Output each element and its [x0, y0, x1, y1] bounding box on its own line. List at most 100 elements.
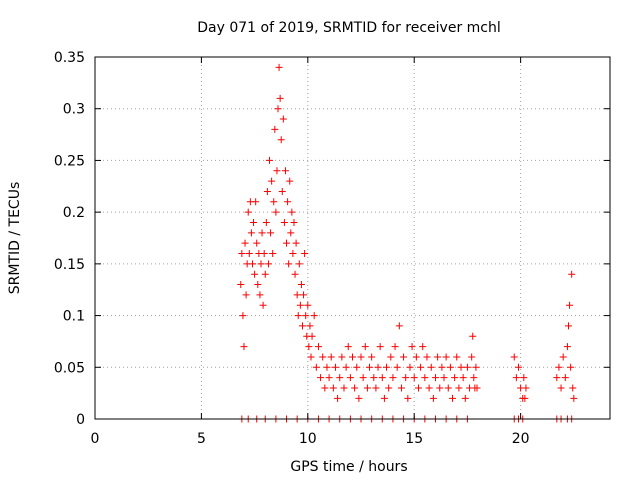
data-point — [257, 260, 265, 268]
data-point — [397, 384, 405, 392]
data-point — [440, 374, 448, 382]
data-point — [288, 208, 296, 216]
data-point — [449, 394, 457, 402]
data-point — [321, 384, 329, 392]
data-point — [429, 394, 437, 402]
data-point — [557, 384, 565, 392]
data-point — [417, 363, 425, 371]
data-point — [319, 353, 327, 361]
data-markers — [237, 63, 578, 423]
data-point — [239, 312, 247, 320]
data-point — [410, 374, 418, 382]
data-point — [444, 384, 452, 392]
data-point — [434, 353, 442, 361]
data-point — [253, 239, 261, 247]
data-point — [353, 363, 361, 371]
data-point — [317, 374, 325, 382]
y-tick-label: 0.3 — [63, 102, 85, 118]
data-point — [436, 384, 444, 392]
data-point — [472, 363, 480, 371]
y-tick-label: 0.2 — [63, 205, 85, 221]
data-point — [306, 322, 314, 330]
data-point — [277, 136, 285, 144]
data-point — [400, 353, 408, 361]
data-point — [284, 198, 292, 206]
data-point — [256, 291, 264, 299]
data-point — [391, 343, 399, 351]
data-point — [251, 270, 259, 278]
data-point — [520, 374, 528, 382]
data-point — [276, 94, 284, 102]
data-point — [402, 374, 410, 382]
data-point — [241, 239, 249, 247]
data-point — [455, 384, 463, 392]
data-point — [569, 384, 577, 392]
data-point — [266, 156, 274, 164]
data-point — [280, 218, 288, 226]
data-point — [368, 353, 376, 361]
data-point — [336, 374, 344, 382]
data-point — [346, 374, 354, 382]
data-point — [512, 374, 520, 382]
data-point — [268, 177, 276, 185]
data-point — [387, 353, 395, 361]
y-tick-label: 0 — [76, 412, 85, 428]
data-point — [406, 363, 414, 371]
y-tick-label: 0.35 — [54, 50, 85, 66]
data-point — [259, 301, 267, 309]
data-point — [269, 250, 277, 258]
data-point — [334, 394, 342, 402]
data-point — [258, 229, 266, 237]
data-point — [252, 198, 260, 206]
data-point — [247, 229, 255, 237]
y-tick-label: 0.1 — [63, 309, 85, 325]
data-point — [340, 384, 348, 392]
data-point — [287, 229, 295, 237]
data-point — [414, 384, 422, 392]
data-point — [366, 363, 374, 371]
data-point — [294, 312, 302, 320]
data-point — [446, 363, 454, 371]
data-point — [431, 374, 439, 382]
data-point — [298, 322, 306, 330]
y-tick-label: 0.15 — [54, 257, 85, 273]
data-point — [408, 343, 416, 351]
data-point — [473, 384, 481, 392]
data-point — [275, 63, 283, 71]
data-point — [522, 384, 530, 392]
data-point — [361, 343, 369, 351]
data-point — [292, 239, 300, 247]
data-point — [567, 363, 575, 371]
data-point — [438, 363, 446, 371]
data-point — [421, 374, 429, 382]
data-point — [514, 363, 522, 371]
data-point — [254, 281, 262, 289]
data-point — [240, 343, 248, 351]
data-point — [425, 384, 433, 392]
data-point — [463, 363, 471, 371]
data-point — [351, 384, 359, 392]
data-point — [568, 270, 576, 278]
data-point — [302, 312, 310, 320]
data-point — [305, 343, 313, 351]
data-point — [457, 363, 465, 371]
data-point — [383, 363, 391, 371]
data-point — [279, 115, 287, 123]
data-point — [263, 187, 271, 195]
data-point — [301, 250, 309, 258]
data-point — [278, 187, 286, 195]
data-point — [290, 218, 298, 226]
data-point — [283, 239, 291, 247]
data-point — [286, 177, 294, 185]
data-point — [281, 167, 289, 175]
data-point — [250, 218, 258, 226]
data-point — [404, 394, 412, 402]
data-point — [248, 260, 256, 268]
data-point — [355, 394, 363, 402]
data-point — [566, 301, 574, 309]
data-point — [555, 363, 563, 371]
chart-title: Day 071 of 2019, SRMTID for receiver mch… — [197, 20, 501, 36]
data-point — [342, 363, 350, 371]
